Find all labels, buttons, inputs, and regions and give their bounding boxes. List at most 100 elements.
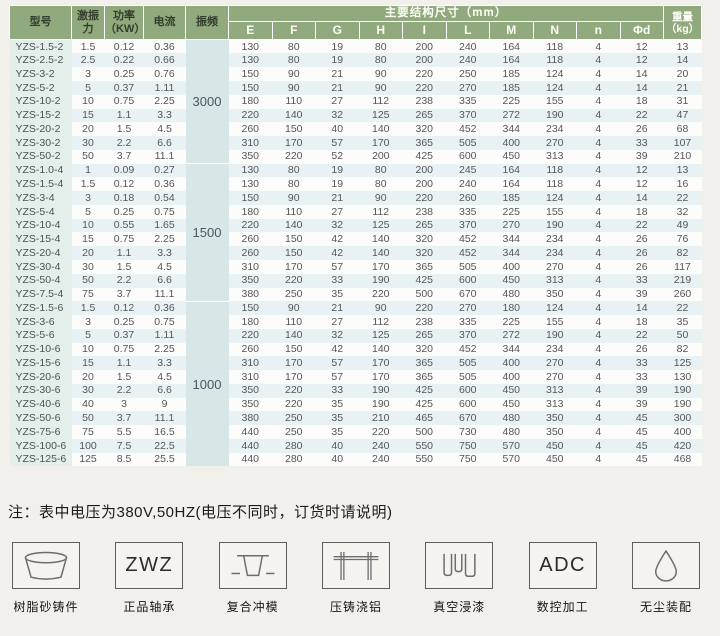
value-cell: 170 [272,136,316,150]
value-cell: 180 [228,94,272,109]
table-row: YZS-20-4 20 1.1 3.3 260 150 42 140 320 452 344 234 4… [9,246,702,260]
value-cell: 3 [71,315,105,329]
table-row: YZS-30-4 30 1.5 4.5 310 170 57 170 365 505 400 270 4… [9,259,702,274]
value-cell: 1.5 [104,122,144,137]
value-cell: 250 [272,425,316,439]
value-cell: 0.36 [143,177,186,192]
value-cell: 220 [359,425,403,439]
value-cell: 220 [402,67,446,82]
value-cell: 480 [489,411,533,426]
model-cell: YZS-20-4 [9,246,72,260]
value-cell: 45 [620,452,664,467]
value-cell: 90 [272,301,316,316]
table-row: YZS-20-6 20 1.5 4.5 310 170 57 170 365 505 400 270 4… [9,370,702,384]
value-cell: 1.5 [71,39,105,54]
model-cell: YZS-1.5-4 [9,177,72,192]
value-cell: 220 [228,108,272,123]
value-cell: 124 [533,191,577,205]
value-cell: 5 [71,328,105,343]
value-cell: 320 [402,246,446,260]
value-cell: 125 [663,356,702,371]
value-cell: 27 [315,204,359,219]
value-cell: 14 [620,191,664,205]
freq-group-cell: 1500 [185,163,229,302]
value-cell: 12 [620,39,664,54]
table-row: YZS-125-6 125 8.5 25.5 440 280 40 240 550 750 570 4… [9,452,702,467]
value-cell: 0.75 [104,342,144,357]
value-cell: 180 [228,315,272,329]
value-cell: 5 [71,204,105,219]
value-cell: 310 [228,370,272,384]
value-cell: 20 [71,370,105,384]
adc-logo: ADC [539,554,586,576]
value-cell: 14 [620,301,664,316]
value-cell: 140 [359,342,403,357]
value-cell: 20 [71,122,105,137]
value-cell: 730 [446,425,490,439]
value-cell: 185 [489,81,533,95]
table-row: YZS-5-4 5 0.25 0.75 180 110 27 112 238 335 225 155 4… [9,204,702,219]
value-cell: 6.6 [143,136,186,150]
value-cell: 450 [489,273,533,288]
value-cell: 280 [272,438,316,453]
value-cell: 80 [359,163,403,178]
value-cell: 400 [489,356,533,371]
value-cell: 234 [533,232,577,247]
table-row: YZS-5-6 5 0.37 1.11 220 140 32 125 265 370 272 190 4… [9,328,702,343]
value-cell: 21 [315,81,359,95]
value-cell: 4 [576,94,620,109]
value-cell: 3.7 [104,411,144,426]
table-row: YZS-1.5-4 1.5 0.12 0.36 130 80 19 80 200 240 164 11… [9,177,702,192]
value-cell: 310 [228,259,272,274]
value-cell: 365 [402,136,446,150]
value-cell: 6.6 [143,383,186,398]
value-cell: 26 [620,259,664,274]
value-cell: 130 [228,163,272,178]
value-cell: 505 [446,370,490,384]
value-cell: 4.5 [143,370,186,384]
value-cell: 0.12 [104,301,144,316]
value-cell: 265 [402,218,446,233]
value-cell: 90 [359,191,403,205]
value-cell: 425 [402,273,446,288]
value-cell: 310 [228,356,272,371]
value-cell: 570 [489,438,533,453]
value-cell: 220 [402,191,446,205]
table-row: YZS-5-2 5 0.37 1.11 150 90 21 90 220 270 185 124 4 14… [9,81,702,95]
value-cell: 2.25 [143,232,186,247]
value-cell: 50 [71,273,105,288]
value-cell: 260 [663,287,702,302]
value-cell: 12 [620,163,664,178]
value-cell: 11.1 [143,287,186,302]
value-cell: 26 [620,342,664,357]
value-cell: 190 [359,397,403,412]
value-cell: 26 [620,232,664,247]
value-cell: 238 [402,204,446,219]
value-cell: 4 [576,370,620,384]
value-cell: 40 [315,122,359,137]
value-cell: 112 [359,315,403,329]
value-cell: 18 [620,204,664,219]
value-cell: 7.5 [104,438,144,453]
value-cell: 80 [272,53,316,68]
value-cell: 30 [71,136,105,150]
value-cell: 26 [620,122,664,137]
value-cell: 57 [315,370,359,384]
model-cell: YZS-15-4 [9,232,72,247]
value-cell: 350 [228,383,272,398]
col-header-dimensions-group: 主要结构尺寸（mm） [227,4,665,23]
value-cell: 21 [663,81,702,95]
value-cell: 33 [620,273,664,288]
value-cell: 450 [489,383,533,398]
value-cell: 670 [446,411,490,426]
value-cell: 370 [446,328,490,343]
value-cell: 1.11 [143,81,186,95]
value-cell: 3.3 [143,246,186,260]
col-header-dim-I: I [402,21,447,41]
value-cell: 118 [533,163,577,178]
value-cell: 505 [446,356,490,371]
value-cell: 9 [143,397,186,412]
value-cell: 505 [446,136,490,150]
value-cell: 1.1 [104,246,144,260]
value-cell: 450 [489,397,533,412]
